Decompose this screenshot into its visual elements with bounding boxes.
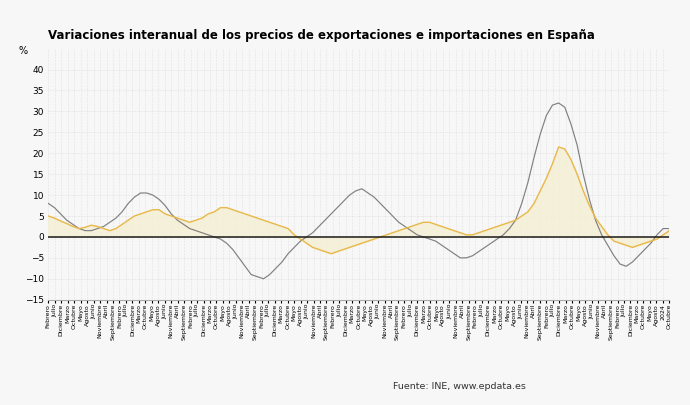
Text: Fuente: INE, www.epdata.es: Fuente: INE, www.epdata.es <box>393 382 526 391</box>
Text: Variaciones interanual de los precios de exportaciones e importaciones en España: Variaciones interanual de los precios de… <box>48 29 595 42</box>
Y-axis label: %: % <box>19 46 28 56</box>
